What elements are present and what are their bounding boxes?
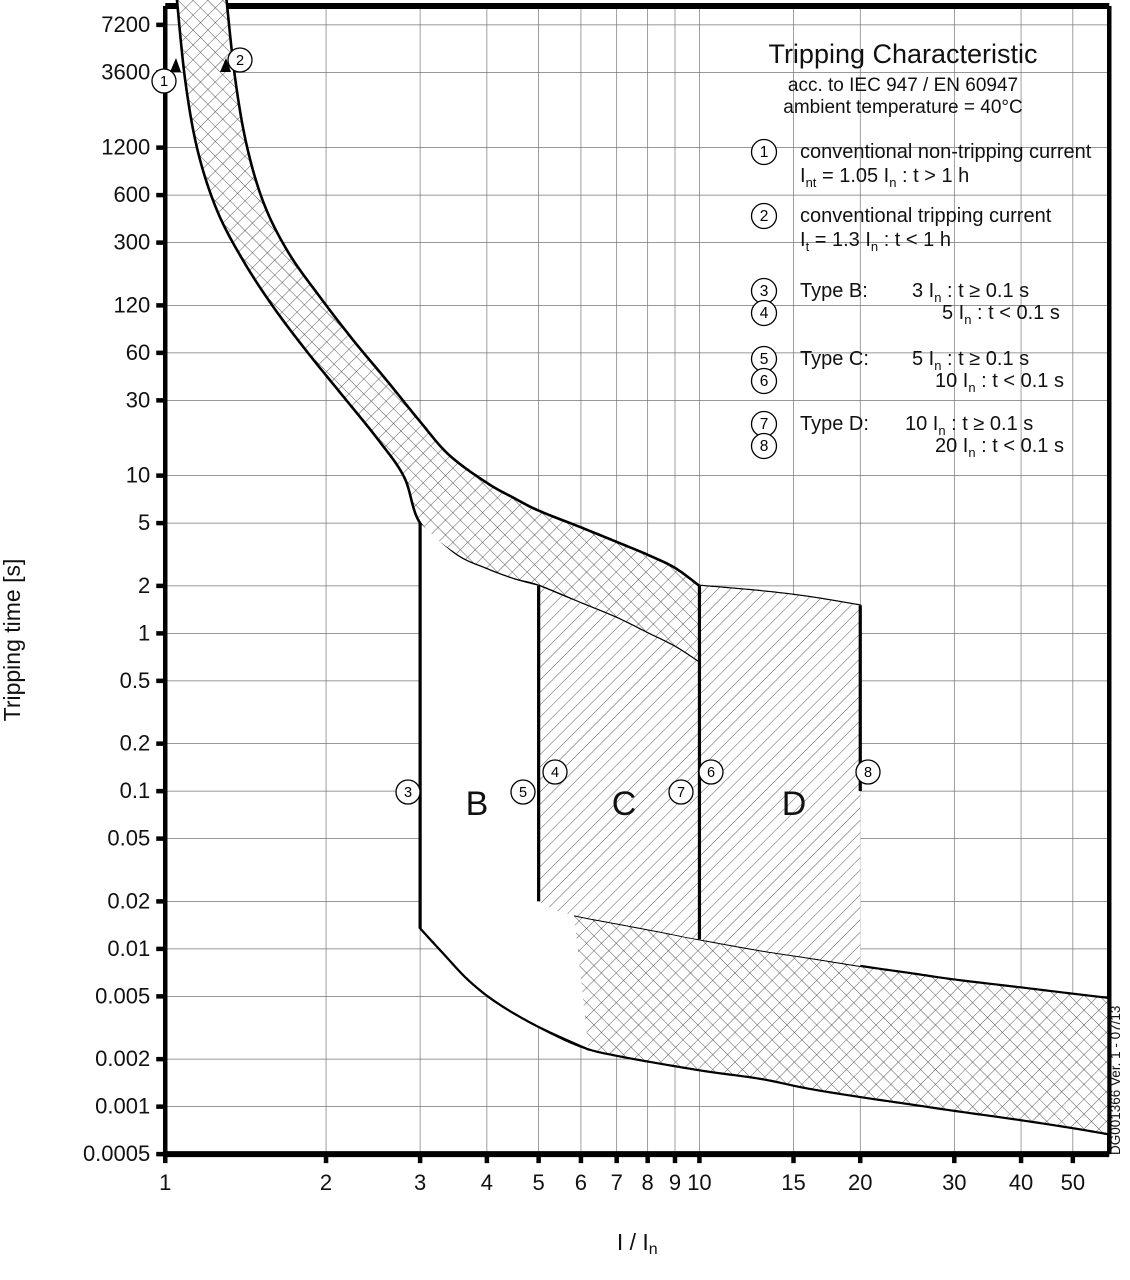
svg-text:5: 5 <box>533 1170 545 1195</box>
svg-text:50: 50 <box>1061 1170 1085 1195</box>
svg-text:0.1: 0.1 <box>120 778 151 803</box>
svg-text:0.005: 0.005 <box>95 983 150 1008</box>
svg-text:conventional tripping current: conventional tripping current <box>800 205 1052 227</box>
svg-text:60: 60 <box>126 340 150 365</box>
svg-text:3: 3 <box>414 1170 426 1195</box>
svg-text:120: 120 <box>114 292 151 317</box>
svg-text:It = 1.3 In : t < 1 h: It = 1.3 In : t < 1 h <box>800 229 951 254</box>
svg-text:30: 30 <box>942 1170 966 1195</box>
svg-text:2: 2 <box>236 53 244 69</box>
svg-text:0.05: 0.05 <box>107 826 150 851</box>
svg-text:10: 10 <box>687 1170 711 1195</box>
svg-text:9: 9 <box>669 1170 681 1195</box>
svg-text:I / In: I / In <box>617 1229 658 1258</box>
svg-text:1200: 1200 <box>101 135 150 160</box>
svg-text:0.5: 0.5 <box>120 668 151 693</box>
svg-text:40: 40 <box>1009 1170 1033 1195</box>
svg-text:7: 7 <box>611 1170 623 1195</box>
svg-text:Tripping time [s]: Tripping time [s] <box>0 559 25 722</box>
svg-text:1: 1 <box>138 620 150 645</box>
svg-text:5 In : t < 0.1 s: 5 In : t < 0.1 s <box>942 302 1060 327</box>
svg-text:6: 6 <box>575 1170 587 1195</box>
svg-text:0.001: 0.001 <box>95 1094 150 1119</box>
svg-text:0.01: 0.01 <box>107 936 150 961</box>
svg-text:0.0005: 0.0005 <box>83 1141 150 1166</box>
svg-text:0.002: 0.002 <box>95 1046 150 1071</box>
svg-text:Type D:: Type D: <box>800 413 869 435</box>
svg-text:C: C <box>612 785 637 823</box>
svg-text:2: 2 <box>138 573 150 598</box>
svg-text:7: 7 <box>677 785 685 801</box>
svg-text:4: 4 <box>760 305 769 322</box>
svg-text:2: 2 <box>320 1170 332 1195</box>
svg-text:1: 1 <box>159 1170 171 1195</box>
svg-text:6: 6 <box>760 373 769 390</box>
svg-text:4: 4 <box>481 1170 493 1195</box>
svg-text:B: B <box>466 785 489 823</box>
svg-text:5: 5 <box>138 510 150 535</box>
svg-text:10: 10 <box>126 463 150 488</box>
svg-text:2: 2 <box>760 208 769 225</box>
svg-text:3: 3 <box>760 283 769 300</box>
svg-text:6: 6 <box>707 765 715 781</box>
svg-text:Type B:: Type B: <box>800 280 868 302</box>
svg-text:conventional non-tripping curr: conventional non-tripping current <box>800 141 1092 163</box>
svg-text:D: D <box>782 785 807 823</box>
svg-text:Int = 1.05 In : t > 1 h: Int = 1.05 In : t > 1 h <box>800 165 969 190</box>
svg-text:8: 8 <box>760 438 769 455</box>
svg-text:8: 8 <box>864 765 872 781</box>
svg-text:1: 1 <box>760 144 769 161</box>
svg-text:acc. to IEC 947 / EN 60947: acc. to IEC 947 / EN 60947 <box>788 75 1018 96</box>
svg-text:600: 600 <box>114 182 151 207</box>
svg-text:20: 20 <box>848 1170 872 1195</box>
svg-text:0.02: 0.02 <box>107 888 150 913</box>
svg-text:0.2: 0.2 <box>120 731 151 756</box>
svg-text:DG001366 Ver. 1 - 07/13: DG001366 Ver. 1 - 07/13 <box>1108 1006 1123 1155</box>
svg-text:3600: 3600 <box>101 59 150 84</box>
svg-text:4: 4 <box>551 765 559 781</box>
svg-text:ambient temperature = 40°C: ambient temperature = 40°C <box>783 97 1022 118</box>
svg-text:20 In : t < 0.1 s: 20 In : t < 0.1 s <box>935 435 1064 460</box>
svg-text:7200: 7200 <box>101 12 150 37</box>
svg-text:Tripping Characteristic: Tripping Characteristic <box>768 39 1037 69</box>
svg-text:5: 5 <box>519 785 527 801</box>
svg-text:1: 1 <box>160 74 168 90</box>
svg-text:10 In : t < 0.1 s: 10 In : t < 0.1 s <box>935 370 1064 395</box>
svg-text:3: 3 <box>404 785 412 801</box>
svg-text:30: 30 <box>126 387 150 412</box>
svg-text:8: 8 <box>642 1170 654 1195</box>
svg-text:7: 7 <box>760 416 769 433</box>
svg-text:Type C:: Type C: <box>800 348 869 370</box>
svg-text:300: 300 <box>114 230 151 255</box>
svg-text:5: 5 <box>760 351 769 368</box>
svg-text:15: 15 <box>781 1170 805 1195</box>
